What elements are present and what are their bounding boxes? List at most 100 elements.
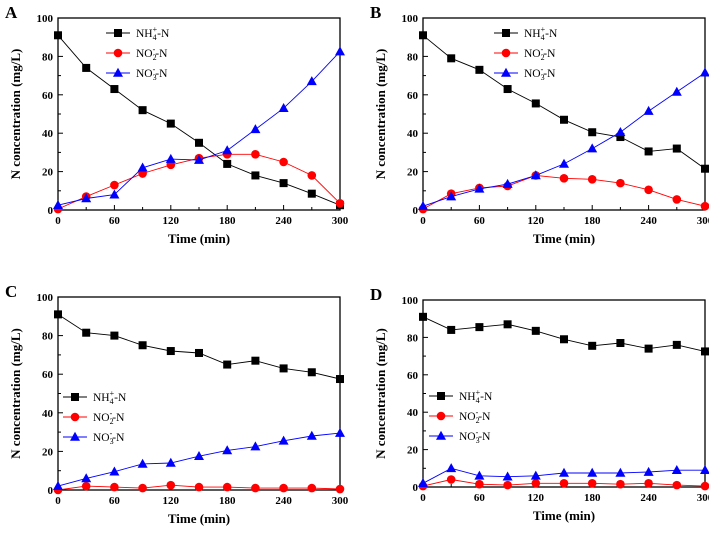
plot-frame-a (57, 17, 341, 211)
data-point-nh4 (644, 344, 653, 353)
x-tick-label: 180 (219, 495, 236, 507)
legend-marker (501, 48, 511, 58)
data-point-no2 (559, 478, 569, 488)
y-tick-label: 40 (407, 407, 419, 419)
data-point-nh4 (195, 138, 203, 147)
x-tick-label: 180 (584, 492, 601, 504)
panel-letter-b: B (370, 3, 381, 22)
data-point-no2 (110, 482, 119, 492)
data-point-no3 (165, 153, 176, 163)
data-point-no3 (222, 445, 233, 455)
data-point-no2 (700, 481, 709, 491)
data-point-no3 (559, 158, 569, 168)
legend-marker (71, 393, 79, 401)
data-point-nh4 (644, 147, 653, 156)
data-point-no3 (53, 480, 63, 490)
data-point-no3 (502, 178, 513, 188)
data-point-no2 (138, 483, 147, 493)
data-point-no2 (307, 483, 317, 493)
data-point-no2 (672, 195, 682, 204)
legend-label: NH4+-N (93, 389, 127, 406)
y-tick-label: 20 (42, 167, 54, 179)
x-tick-label: 240 (275, 495, 292, 507)
data-point-no3 (306, 76, 317, 86)
data-point-nh4 (110, 85, 119, 94)
legend-entry-nh4-b: NH4+-N (494, 25, 558, 42)
x-axis-label-a: Time (min) (168, 231, 230, 246)
data-point-no3 (474, 183, 485, 193)
data-point-nh4 (251, 356, 260, 365)
data-point-no3 (502, 471, 513, 481)
x-tick-label: 300 (332, 495, 349, 507)
y-tick-label: 0 (48, 485, 54, 497)
data-point-no2 (559, 174, 569, 183)
x-tick-label: 60 (109, 215, 121, 227)
series-line-nh4 (422, 316, 706, 352)
legend-entry-no3-b: NO3--N (494, 65, 556, 82)
data-point-no2 (81, 481, 91, 491)
x-tick-label: 300 (697, 215, 709, 227)
data-point-nh4 (307, 189, 316, 198)
data-point-nh4 (336, 375, 344, 384)
data-point-nh4 (447, 325, 456, 334)
data-point-no3 (559, 467, 569, 477)
y-axis-label-c: N concentration (mg/L) (8, 328, 23, 459)
y-axis-d: 0 20 40 60 80 100 (402, 295, 428, 494)
data-point-no3 (109, 466, 120, 476)
data-point-nh4 (195, 348, 203, 357)
data-point-no2 (335, 198, 345, 208)
panel-d: D 0 60 120 180 240 300 0 20 40 60 80 100 Time (min) N … (370, 285, 709, 523)
legend-entry-no3-d: NO3--N (429, 428, 491, 445)
series-line-nh4 (57, 314, 341, 380)
data-point-no3 (53, 200, 63, 209)
legend-marker (436, 411, 446, 421)
data-point-no3 (643, 466, 654, 476)
y-tick-label: 80 (42, 51, 54, 63)
x-tick-label: 60 (474, 215, 486, 227)
data-point-no3 (418, 478, 428, 488)
y-tick-label: 60 (42, 369, 54, 381)
data-point-no3 (418, 200, 428, 210)
legend-label: NH4+-N (136, 25, 170, 42)
data-point-nh4 (616, 133, 625, 142)
panel-b: B 0 60 120 180 240 300 0 20 40 60 80 100 Time (min) N … (370, 3, 709, 246)
legend-label: NO3--N (93, 429, 125, 446)
legend-entry-nh4-c: NH4+-N (63, 389, 127, 406)
x-axis-label-d: Time (min) (533, 508, 595, 523)
data-point-nh4 (82, 328, 91, 337)
data-point-no2 (335, 484, 345, 494)
panel-letter-a: A (5, 3, 18, 22)
y-tick-label: 40 (42, 128, 54, 140)
data-point-no2 (251, 150, 260, 159)
legend-marker (502, 29, 510, 37)
y-axis-label-b: N concentration (mg/L) (373, 49, 388, 180)
series-no3-b (418, 67, 709, 210)
data-point-no3 (615, 467, 626, 477)
data-point-nh4 (279, 179, 288, 188)
legend-marker (437, 392, 445, 400)
data-point-no3 (335, 46, 345, 56)
x-tick-label: 120 (528, 492, 545, 504)
x-tick-label: 0 (55, 495, 61, 507)
data-point-no3 (671, 86, 682, 96)
legend-entry-no2-b: NO2--N (494, 45, 556, 62)
legend-marker (113, 67, 123, 77)
y-tick-label: 20 (407, 445, 419, 457)
data-point-nh4 (251, 171, 260, 180)
y-tick-label: 100 (402, 13, 419, 25)
data-point-nh4 (560, 115, 568, 124)
legend-label: NH4+-N (459, 388, 493, 405)
legend-marker (501, 67, 511, 77)
data-point-no2 (503, 480, 512, 490)
y-tick-label: 0 (48, 205, 54, 217)
data-point-nh4 (82, 63, 91, 72)
legend-entry-no2-a: NO2--N (106, 45, 168, 62)
series-nh4-d (419, 312, 709, 356)
data-point-no3 (615, 127, 626, 137)
legend-marker (436, 430, 446, 440)
data-point-no2 (307, 171, 317, 180)
series-nh4-b (419, 31, 709, 173)
data-point-nh4 (447, 54, 456, 63)
y-axis-label-d: N concentration (mg/L) (373, 328, 388, 459)
x-tick-label: 240 (640, 215, 657, 227)
